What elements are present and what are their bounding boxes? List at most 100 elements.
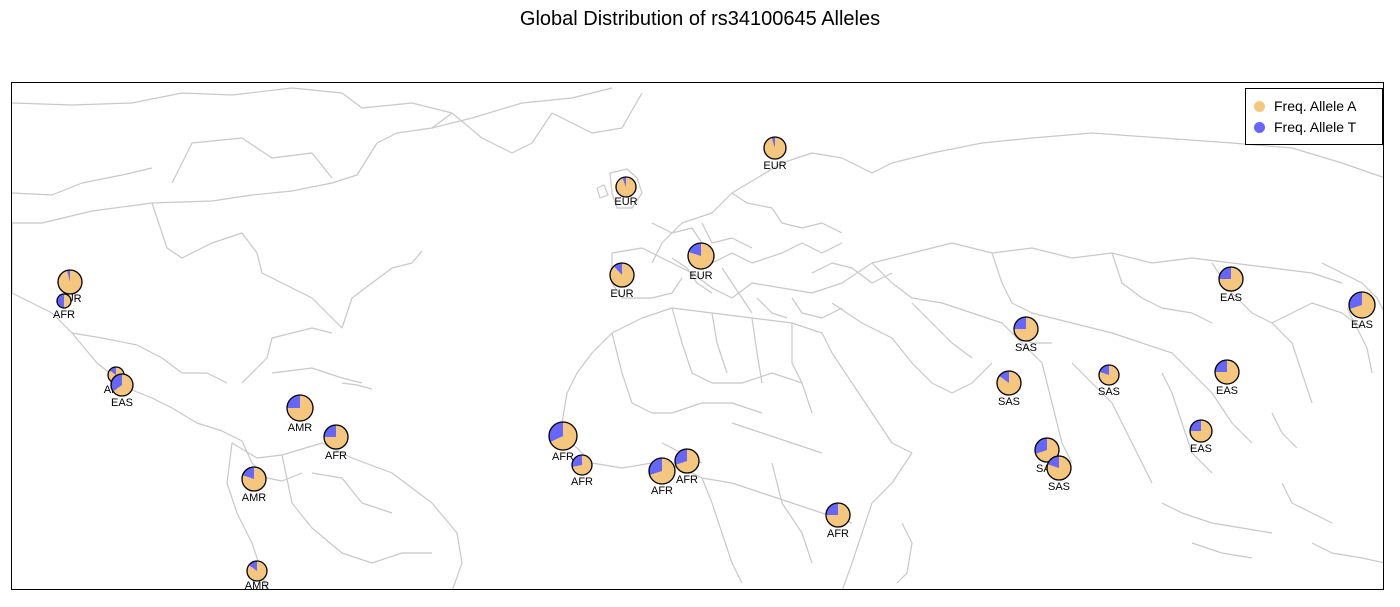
population-label: AFR [676,474,698,486]
allele-t-slice [1348,292,1362,310]
allele-t-slice [1190,420,1201,431]
population-label: EAS [1220,292,1242,304]
allele-t-slice [572,455,582,467]
allele-t-slice [57,294,64,308]
allele-t-slice [826,503,838,515]
population-label: SAS [1048,481,1070,493]
pie-outline [110,373,134,397]
population-pie-sas: SAS [1013,316,1039,354]
pie-outline [609,262,635,288]
pie-outline [57,269,83,295]
population-label: AFR [325,450,347,462]
population-pie-eur: EUR [687,242,715,282]
pie-outline [1189,419,1213,443]
pie-outline [996,370,1022,396]
pie-outline [615,176,637,198]
population-pie-afr: AFR [548,421,578,463]
population-pie-afr: AFR [53,293,75,321]
population-label: AMR [245,580,270,590]
population-pie-amr: AMR [286,394,314,434]
pie-outline [825,502,851,528]
world-map: EUREUREUREUREURAFRAMREASAMRAFRAMRAMRAFRA… [12,87,1383,590]
pie-outline [548,421,578,451]
legend-label-allele-a: Freq. Allele A [1274,98,1357,114]
population-pie-sas: SAS [1046,455,1072,493]
pie-outline [1034,437,1060,463]
population-label: SAS [998,396,1020,408]
population-label: SAS [1098,386,1120,398]
pie-outline [56,293,72,309]
chart-title: Global Distribution of rs34100645 Allele… [519,8,881,30]
allele-t-slice [1215,360,1227,372]
pie-outline [763,136,787,160]
allele-t-slice [1219,267,1231,279]
allele-t-swatch [1254,121,1265,133]
population-label: EAS [1190,443,1212,455]
population-pie-amr: AMR [245,560,270,590]
pie-outline [1218,266,1244,292]
population-pie-sas: SAS [996,370,1022,408]
pie-outline [1098,364,1120,386]
population-pie-sas: SAS [1098,364,1120,398]
population-pie-eas: EAS [1218,266,1244,304]
population-label: AMR [288,422,313,434]
population-label: AFR [827,528,849,540]
pie-outline [687,242,715,270]
allele-t-slice [67,270,70,282]
population-pie-eur: EUR [609,262,635,300]
population-pie-eur: EUR [614,176,638,208]
population-pie-afr: AFR [571,454,593,488]
legend-item-allele-t: Freq. Allele T [1254,117,1356,137]
map-frame: EUREUREUREUREURAFRAMREASAMRAFRAMRAMRAFRA… [11,82,1384,590]
pie-outline [246,560,268,582]
population-label: EUR [610,288,633,300]
land-borders [12,87,1383,589]
allele-a-swatch [1254,100,1265,112]
population-label: EUR [689,270,712,282]
allele-t-slice [1047,456,1059,468]
allele-t-slice [649,458,662,476]
population-label: AFR [552,451,574,463]
allele-t-slice [622,177,626,187]
population-label: SAS [1015,342,1037,354]
allele-t-slice [771,137,775,148]
allele-t-slice [613,263,622,275]
pie-outline [674,448,700,474]
legend: Freq. Allele A Freq. Allele T [1245,88,1383,145]
population-pie-afr: AFR [648,457,676,497]
pie-outline [323,424,349,450]
allele-t-slice [242,467,254,479]
population-label: EAS [1216,385,1238,397]
population-label: EAS [111,397,133,409]
population-pie-amr: AMR [241,466,267,504]
population-label: AFR [53,309,75,321]
population-label: AMR [242,492,267,504]
legend-item-allele-a: Freq. Allele A [1254,96,1357,116]
pie-outline [241,466,267,492]
population-pie-eas: EAS [1348,291,1376,331]
pie-outline [648,457,676,485]
allele-t-slice [1099,365,1109,375]
allele-t-slice [287,395,300,408]
pie-outline [286,394,314,422]
allele-t-slice [1035,438,1047,454]
population-label: EAS [1351,319,1373,331]
legend-label-allele-t: Freq. Allele T [1274,119,1357,135]
population-pie-eas: EAS [1214,359,1240,397]
population-pie-afr: AFR [825,502,851,540]
pie-outline [1046,455,1072,481]
population-pie-eas: EAS [1189,419,1213,455]
population-pie-eas: EAS [110,373,134,409]
population-pie-afr: AFR [674,448,700,486]
allele-t-slice [688,243,701,256]
population-label: AFR [651,485,673,497]
population-pies: EUREUREUREUREURAFRAMREASAMRAFRAMRAMRAFRA… [53,136,1376,590]
pie-outline [1348,291,1376,319]
population-label: EUR [763,160,786,172]
allele-t-slice [324,425,336,437]
pie-outline [571,454,593,476]
pie-outline [1013,316,1039,342]
population-label: AFR [571,476,593,488]
population-label: EUR [614,196,637,208]
pie-outline [1214,359,1240,385]
